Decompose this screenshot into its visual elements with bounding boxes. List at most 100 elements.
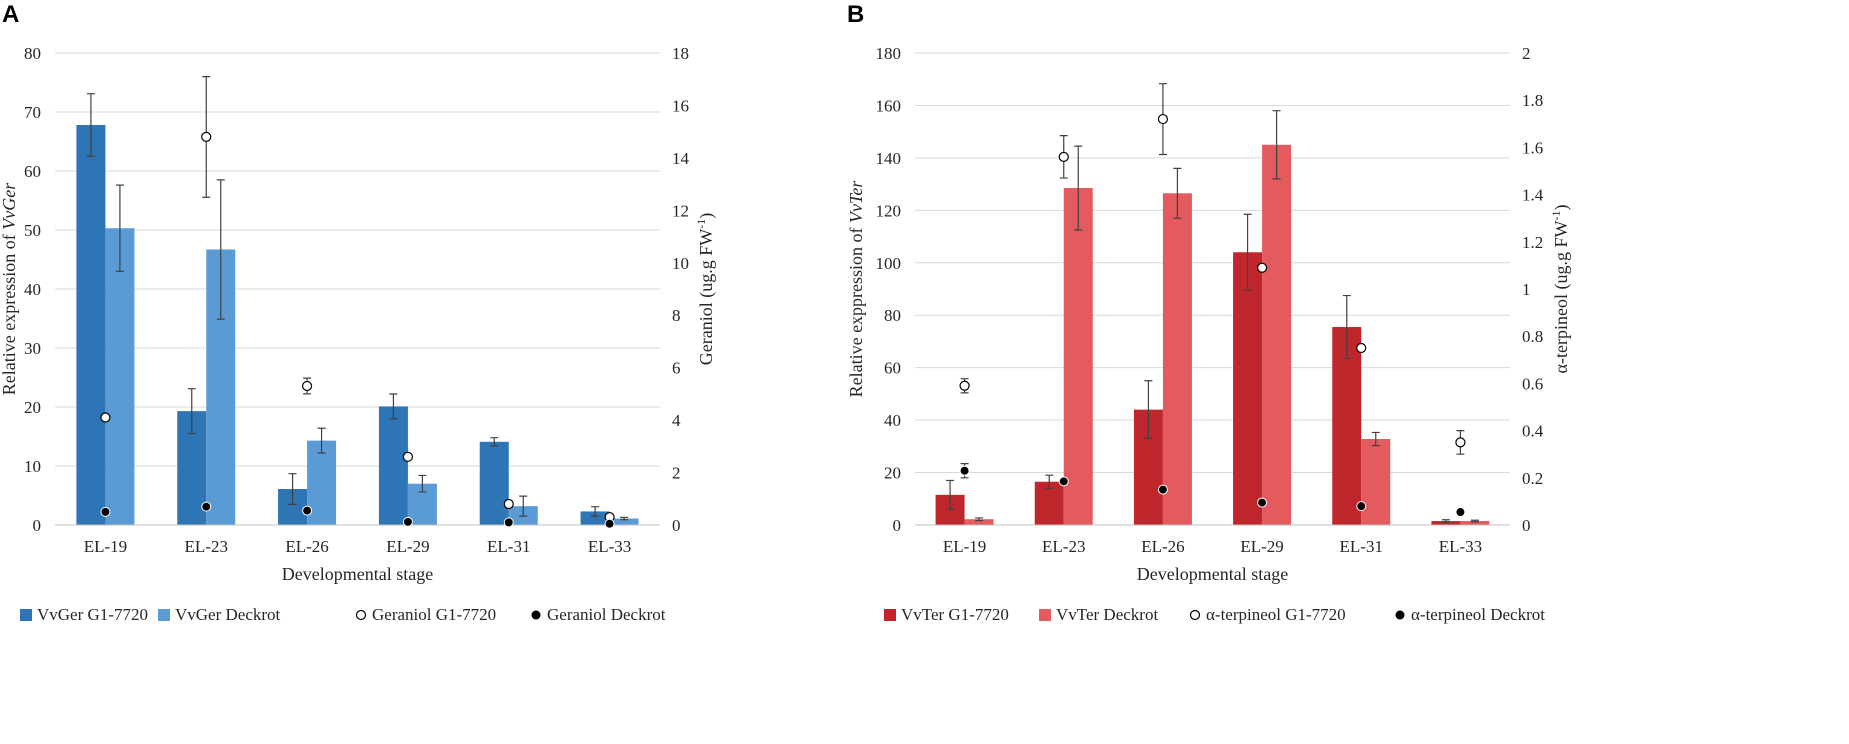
y2-axis-title-text: Geraniol (ug.g FW (696, 229, 717, 365)
y-tick-label: 10 (24, 457, 41, 476)
bar-vvter-g1-7720-el-29 (1233, 252, 1263, 526)
point-alpha-terpineol-deckrot-el-19 (959, 465, 970, 476)
legend-label-vvger-g1-7720: VvGer G1-7720 (37, 605, 148, 624)
legend-label-vvter-g1-7720: VvTer G1-7720 (901, 605, 1009, 624)
y2-tick-label: 14 (672, 149, 690, 168)
point-geraniol-deckrot-el-29 (402, 516, 413, 527)
legend-label-geraniol-g1-7720: Geraniol G1-7720 (372, 605, 496, 624)
bar-vvger-g1-7720-el-33 (580, 511, 610, 525)
point-alpha-terpineol-deckrot-el-33 (1455, 507, 1466, 518)
y2-tick-label: 12 (672, 201, 689, 220)
legend-swatch-geraniol-g1-7720 (355, 609, 367, 621)
point-geraniol-deckrot-el-33 (604, 518, 615, 529)
y-tick-label: 140 (876, 149, 902, 168)
y-axis-title-gene: VvTer (846, 180, 866, 223)
bar-vvger-deckrot-el-33 (609, 518, 639, 525)
bar-vvger-g1-7720-el-29 (378, 406, 408, 525)
error-bar (490, 437, 499, 447)
y-tick-label: 180 (876, 44, 902, 63)
error-bar (1470, 519, 1479, 523)
y2-tick-label: 4 (672, 411, 681, 430)
point-geraniol-deckrot-el-31 (503, 517, 514, 528)
y2-axis-title-text: α-terpineol (ug.g FW (1551, 221, 1572, 374)
point-alpha-terpineol-g1-7720-el-33 (1455, 437, 1466, 448)
legend-swatch-vvger-g1-7720 (20, 609, 32, 621)
bar-vvger-g1-7720-el-31 (479, 441, 509, 525)
error-bar (591, 506, 600, 517)
legend-swatch-vvter-deckrot (1039, 609, 1051, 621)
y-tick-label: 20 (884, 464, 901, 483)
y2-tick-label: 1.8 (1522, 91, 1543, 110)
y2-tick-label: 0.6 (1522, 374, 1543, 393)
y2-tick-label: 1.4 (1522, 186, 1544, 205)
x-tick-label: EL-33 (588, 537, 631, 556)
y2-axis-title: α-terpineol (ug.g FW-1) (1549, 205, 1572, 374)
point-alpha-terpineol-g1-7720-el-19 (959, 380, 970, 391)
x-tick-label: EL-23 (185, 537, 228, 556)
point-alpha-terpineol-g1-7720-el-29 (1256, 262, 1268, 273)
x-tick-label: EL-29 (386, 537, 429, 556)
y2-tick-label: 18 (672, 44, 689, 63)
bar-vvger-deckrot-el-19 (105, 228, 135, 526)
legend-swatch-alpha-terpineol-deckrot (1395, 610, 1405, 620)
y-axis-title-prefix: Relative exppression of (846, 223, 866, 397)
legend-swatch-vvger-deckrot (158, 609, 170, 621)
point-geraniol-g1-7720-el-19 (100, 412, 111, 423)
error-bar (1243, 213, 1252, 291)
legend-label-geraniol-deckrot: Geraniol Deckrot (547, 605, 666, 624)
y-axis-title-gene: VvGer (0, 182, 19, 230)
point-alpha-terpineol-g1-7720-el-31 (1356, 342, 1367, 354)
y2-axis-title-superscript: -1 (694, 219, 708, 229)
legend: VvGer G1-7720 VvGer Deckrot Geraniol G1-77… (20, 605, 666, 624)
y2-tick-label: 16 (672, 96, 689, 115)
error-bar (288, 473, 297, 505)
y2-tick-label: 1.2 (1522, 233, 1543, 252)
y2-axis-title: Geraniol (ug.g FW-1) (694, 213, 717, 365)
y-tick-label: 100 (876, 254, 902, 273)
error-bar (86, 93, 95, 157)
bar-vvger-g1-7720-el-19 (76, 124, 106, 525)
point-geraniol-g1-7720-el-29 (402, 451, 414, 462)
bar-vvter-deckrot-el-19 (964, 519, 994, 525)
bar-vvter-g1-7720-el-33 (1431, 521, 1461, 525)
y-tick-label: 60 (884, 359, 901, 378)
x-tick-label: EL-26 (1141, 537, 1184, 556)
y-tick-label: 0 (33, 516, 42, 535)
error-bar (620, 516, 629, 521)
y2-tick-label: 0 (672, 516, 681, 535)
error-bar (1074, 145, 1083, 231)
legend-label-vvger-deckrot: VvGer Deckrot (175, 605, 281, 624)
y2-tick-label: 0.2 (1522, 469, 1543, 488)
y-tick-label: 40 (884, 411, 901, 430)
y2-tick-label: 1 (1522, 280, 1531, 299)
legend: VvTer G1-7720 VvTer Deckrot α-terpineol G1… (884, 605, 1545, 624)
y2-tick-label: 10 (672, 254, 689, 273)
panel-label: B (847, 1, 864, 28)
error-bar (1342, 294, 1351, 360)
error-bar (418, 474, 427, 493)
bar-vvter-deckrot-el-29 (1262, 144, 1292, 525)
y-tick-label: 80 (884, 306, 901, 325)
y2-axis-title-close: ) (696, 213, 717, 219)
x-tick-label: EL-33 (1439, 537, 1482, 556)
x-tick-label: EL-31 (487, 537, 530, 556)
y2-tick-label: 0.4 (1522, 422, 1544, 441)
y2-axis-title-superscript: -1 (1549, 211, 1563, 221)
legend-label-alpha-terpineol-g1-7720: α-terpineol G1-7720 (1206, 605, 1346, 624)
bar-vvter-deckrot-el-23 (1063, 188, 1093, 526)
point-alpha-terpineol-deckrot-el-23 (1058, 476, 1069, 487)
y2-tick-label: 6 (672, 359, 681, 378)
x-tick-label: EL-19 (84, 537, 127, 556)
y-axis-title-prefix: Relative expression of (0, 230, 19, 395)
y-tick-label: 60 (24, 162, 41, 181)
point-geraniol-deckrot-el-26 (302, 505, 313, 516)
point-geraniol-deckrot-el-19 (100, 506, 111, 517)
legend-label-alpha-terpineol-deckrot: α-terpineol Deckrot (1411, 605, 1545, 624)
bar-vvter-g1-7720-el-23 (1034, 481, 1064, 525)
bar-vvter-deckrot-el-31 (1361, 438, 1391, 525)
y-tick-label: 120 (876, 201, 902, 220)
legend-swatch-vvter-g1-7720 (884, 609, 896, 621)
bar-vvter-deckrot-el-33 (1460, 521, 1490, 525)
y2-tick-label: 0.8 (1522, 327, 1543, 346)
